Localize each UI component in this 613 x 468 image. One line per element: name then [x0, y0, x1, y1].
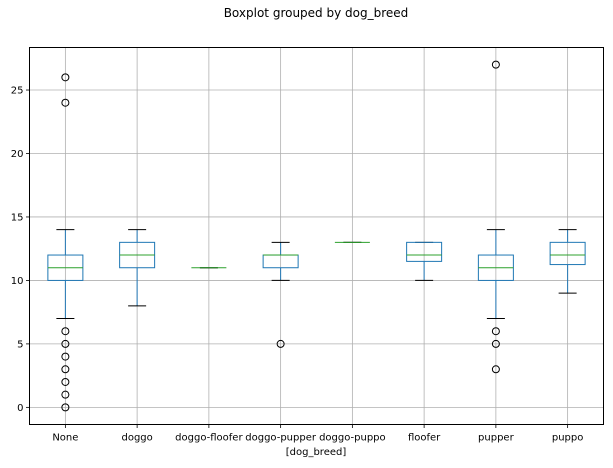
- x-tick-label: doggo: [121, 433, 152, 444]
- box-group-doggo-pupper: [262, 241, 299, 348]
- box-group-pupper: [477, 60, 514, 374]
- box-layer: [47, 60, 586, 412]
- y-tick-label: 5: [17, 339, 23, 350]
- outlier-point: [491, 365, 500, 374]
- x-tick-label: None: [52, 433, 78, 444]
- outlier-point: [61, 352, 70, 361]
- iqr-box: [549, 241, 586, 266]
- outlier-point: [61, 98, 70, 107]
- box-group-None: [47, 73, 84, 412]
- box-group-doggo: [119, 229, 156, 307]
- outlier-point: [61, 339, 70, 348]
- x-tick-label: doggo-pupper: [245, 433, 317, 444]
- outlier-point: [61, 73, 70, 82]
- outlier-point: [491, 327, 500, 336]
- x-tick-label: pupper: [478, 433, 515, 444]
- grid-layer: [29, 47, 604, 425]
- y-tick-label: 10: [11, 276, 24, 287]
- outlier-point: [61, 390, 70, 399]
- iqr-box: [406, 241, 443, 262]
- y-tick-label: 15: [11, 212, 24, 223]
- box-group-floofer: [406, 241, 443, 281]
- x-tick-label: floofer: [408, 433, 441, 444]
- outlier-point: [491, 339, 500, 348]
- outlier-point: [491, 60, 500, 69]
- plot-frame: [29, 47, 604, 425]
- x-axis-label: [dog_breed]: [286, 447, 347, 458]
- x-tick-label: doggo-floofer: [175, 433, 243, 444]
- chart-title: Boxplot grouped by dog_breed: [224, 6, 409, 20]
- outlier-point: [61, 377, 70, 386]
- outlier-point: [61, 365, 70, 374]
- y-tick-label: 25: [11, 86, 24, 97]
- outlier-point: [61, 327, 70, 336]
- y-tick-label: 0: [17, 403, 23, 414]
- box-group-puppo: [549, 229, 586, 294]
- outlier-point: [276, 339, 285, 348]
- x-tick-label: puppo: [552, 433, 584, 444]
- x-tick-label: doggo-puppo: [319, 433, 386, 444]
- outlier-point: [61, 403, 70, 412]
- y-tick-label: 20: [11, 149, 24, 160]
